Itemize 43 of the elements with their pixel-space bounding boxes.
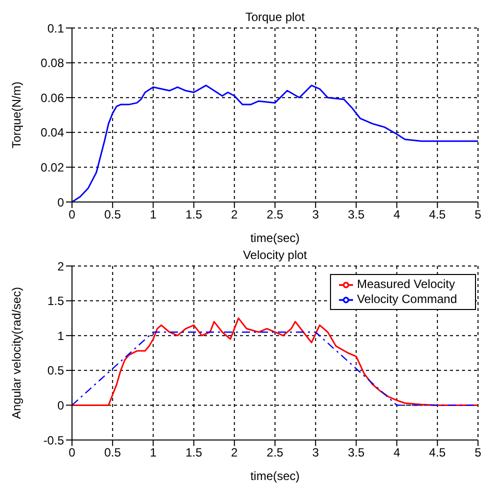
chart-title: Torque plot: [244, 10, 306, 24]
x-tick-label: 0: [68, 208, 76, 222]
y-tick-label: 0: [57, 195, 64, 210]
x-tick-label: 0.5: [104, 446, 122, 460]
x-tick-label: 3: [312, 208, 320, 222]
x-tick-label: 4.5: [429, 208, 446, 222]
y-tick-label: 1.5: [47, 294, 64, 308]
x-axis-title: time(sec): [250, 469, 300, 483]
y-tick-label: 0.1: [47, 21, 64, 36]
y-axis-title: Angular velocity(rad/sec): [9, 286, 24, 420]
x-tick-label: 4: [393, 446, 400, 460]
y-tick-label: 1: [57, 328, 64, 343]
x-tick-label: 2.5: [266, 446, 284, 460]
x-tick-label: 2: [231, 208, 238, 222]
x-tick-label: 5: [474, 446, 482, 460]
x-axis-title: time(sec): [250, 231, 300, 245]
x-tick-label: 4.5: [429, 446, 446, 460]
x-tick-label: 3.5: [348, 208, 365, 222]
y-axis-title: Torque(N/m): [9, 82, 24, 148]
x-tick-label: 2: [231, 446, 238, 460]
x-tick-label: 0: [68, 446, 76, 460]
y-tick-label: 0.5: [47, 364, 64, 378]
x-tick-label: 2.5: [266, 208, 284, 222]
x-tick-label: 1.5: [185, 446, 202, 460]
x-tick-label: 3.5: [348, 446, 365, 460]
y-tick-label: 0.02: [40, 160, 64, 174]
x-tick-label: 1.5: [185, 208, 202, 222]
y-tick-label: 0.08: [40, 56, 64, 70]
y-tick-label: 0.04: [40, 126, 64, 140]
x-tick-label: 0.5: [104, 208, 122, 222]
x-tick-label: 3: [312, 446, 320, 460]
x-tick-label: 5: [474, 208, 482, 222]
legend-label: Measured Velocity: [356, 277, 456, 291]
x-tick-label: 4: [393, 208, 400, 222]
y-tick-label: 0: [57, 398, 64, 412]
chart-title: Velocity plot: [242, 248, 308, 262]
x-tick-label: 1: [150, 208, 157, 222]
legend-label: Velocity Command: [356, 292, 457, 306]
y-tick-label: 0.06: [40, 90, 64, 105]
line-series: [72, 317, 478, 406]
y-tick-label: -0.5: [43, 433, 64, 448]
y-tick-label: 2: [57, 259, 64, 274]
x-tick-label: 1: [150, 446, 157, 460]
